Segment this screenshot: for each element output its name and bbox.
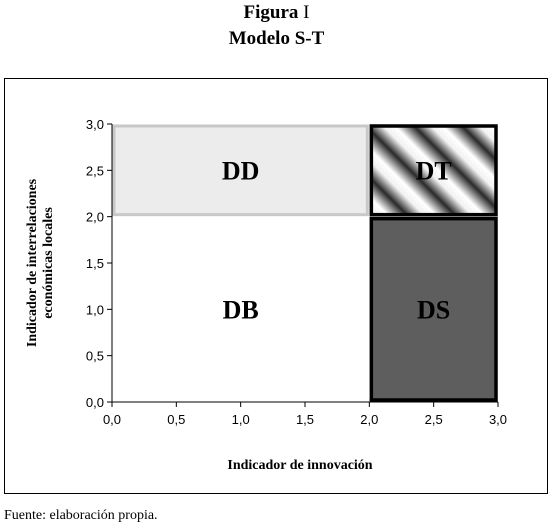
region-dt xyxy=(369,124,498,217)
region-db xyxy=(112,216,370,402)
y-tick-label: 2,5 xyxy=(86,163,104,178)
y-tick-label: 2,0 xyxy=(86,210,104,225)
region-label-ds: DS xyxy=(417,295,450,324)
y-tick-label: 1,0 xyxy=(86,302,104,317)
x-tick-label: 0,5 xyxy=(167,412,185,427)
region-label-db: DB xyxy=(223,295,259,324)
figure-title: Modelo S-T xyxy=(228,28,325,49)
figure-label: Figura I xyxy=(243,2,310,23)
x-axis-title: Indicador de innovación xyxy=(227,458,372,473)
y-tick-label: 3,0 xyxy=(86,117,104,132)
y-tick-label: 1,5 xyxy=(86,256,104,271)
x-tick-label: 2,0 xyxy=(360,412,378,427)
x-tick-label: 3,0 xyxy=(489,412,507,427)
y-axis-title: Indicador de interrelacioneseconómicas l… xyxy=(25,178,56,347)
x-tick-label: 2,5 xyxy=(425,412,443,427)
chart-frame xyxy=(4,78,548,494)
x-tick-label: 0,0 xyxy=(103,412,121,427)
x-tick-label: 1,5 xyxy=(296,412,314,427)
region-label-dt: DT xyxy=(416,156,452,185)
plot-area: DD DT DB DS 0,0 0,5 1,0 1,5 2,0 2,5 3,0 0,0 0,5 1,0 1,… xyxy=(25,117,507,473)
y-tick-label: 0,0 xyxy=(86,395,104,410)
region-label-dd: DD xyxy=(222,156,260,185)
x-tick-label: 1,0 xyxy=(232,412,250,427)
source-note: Fuente: elaboración propia. xyxy=(4,508,158,523)
y-tick-label: 0,5 xyxy=(86,349,104,364)
region-dd xyxy=(112,124,369,217)
y-axis-title-line: Indicador de interrelaciones xyxy=(25,178,40,347)
region-ds xyxy=(369,216,498,402)
y-axis-title-line: económicas locales xyxy=(41,207,56,319)
